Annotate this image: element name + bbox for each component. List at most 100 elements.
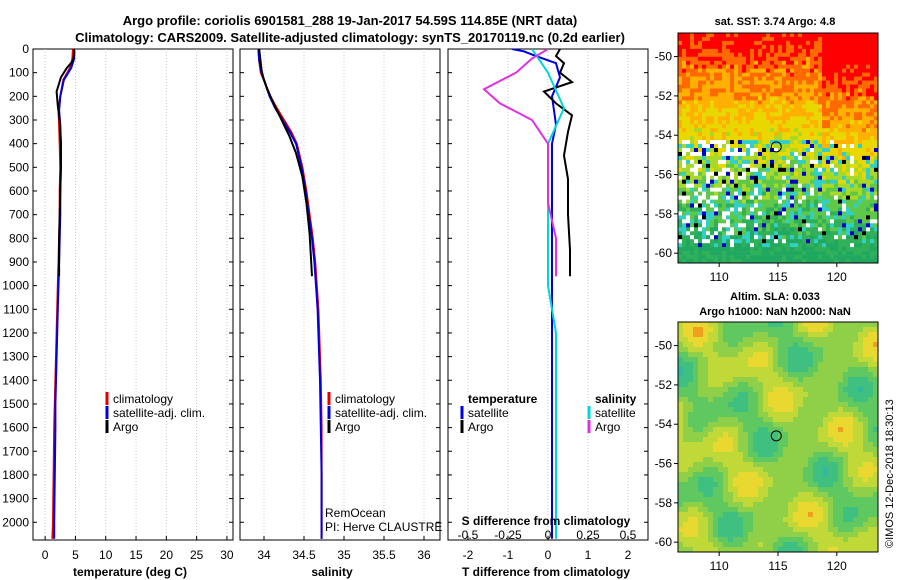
sst-cell — [830, 195, 835, 200]
sla-cell — [833, 362, 839, 368]
sst-cell — [814, 124, 819, 129]
sst-cell — [722, 60, 727, 66]
sst-cell — [778, 219, 783, 224]
sst-cell — [862, 195, 867, 200]
sst-cell — [786, 199, 791, 204]
sst-cell — [810, 148, 815, 153]
sst-cell — [682, 163, 687, 169]
sst-cell — [866, 48, 871, 54]
sst-cell — [730, 44, 735, 50]
sst-cell — [778, 120, 783, 125]
sst-cell — [726, 215, 731, 220]
sst-cell — [678, 243, 683, 248]
sst-cell — [694, 72, 699, 77]
sst-cell — [750, 112, 755, 117]
sst-cell — [770, 207, 775, 212]
sst-cell — [846, 84, 851, 89]
sla-cell — [753, 392, 759, 398]
sst-cell — [746, 179, 751, 184]
sla-cell — [718, 432, 724, 438]
sst-cell — [682, 40, 687, 46]
sst-cell — [686, 251, 691, 256]
sla-cell — [858, 522, 864, 528]
sst-cell — [810, 199, 815, 204]
sla-cell — [738, 432, 744, 438]
sst-cell — [830, 56, 835, 62]
sla-cell — [753, 457, 759, 463]
sst-cell — [750, 167, 755, 173]
sla-cell — [753, 472, 759, 478]
sst-cell — [842, 104, 847, 109]
sst-cell — [842, 76, 847, 81]
sst-cell — [702, 52, 707, 58]
sla-cell — [853, 407, 859, 413]
sst-cell — [690, 96, 695, 101]
sst-cell — [726, 152, 731, 157]
sst-cell — [730, 120, 735, 125]
sla-cell — [708, 427, 714, 433]
sla-cell — [843, 392, 849, 398]
sla-cell — [828, 347, 834, 353]
sla-cell — [858, 357, 864, 363]
sst-cell — [806, 120, 811, 125]
sst-cell — [826, 44, 831, 50]
sst-cell — [766, 183, 771, 188]
sla-cell — [768, 402, 774, 408]
sla-cell — [693, 512, 699, 518]
sst-cell — [810, 155, 815, 161]
sla-cell — [813, 482, 819, 488]
sst-cell — [686, 80, 691, 85]
sst-cell — [822, 195, 827, 200]
sst-cell — [762, 120, 767, 125]
sla-cell — [828, 452, 834, 458]
sla-cell — [873, 457, 879, 463]
sst-cell — [726, 219, 731, 224]
sla-cell — [788, 492, 794, 498]
sst-cell — [698, 195, 703, 200]
sst-cell — [814, 159, 819, 165]
sla-cell — [763, 392, 769, 398]
sla-cell — [838, 447, 844, 453]
sla-cell — [838, 322, 844, 328]
sla-cell — [758, 397, 764, 403]
sst-cell — [746, 132, 751, 137]
sst-cell — [782, 68, 787, 73]
sst-cell — [846, 251, 851, 256]
sst-cell — [850, 52, 855, 58]
sst-cell — [766, 235, 771, 240]
sst-cell — [778, 40, 783, 46]
sst-cell — [790, 64, 795, 69]
sla-cell — [808, 382, 814, 388]
sla-cell — [678, 472, 684, 478]
sla-cell — [738, 357, 744, 363]
sst-cell — [874, 56, 879, 62]
sla-cell — [833, 347, 839, 353]
sst-cell — [830, 231, 835, 236]
sla-cell — [868, 357, 874, 363]
sla-cell — [813, 422, 819, 428]
sst-cell — [722, 96, 727, 101]
sla-cell — [748, 402, 754, 408]
sla-cell — [818, 437, 824, 443]
sst-cell — [710, 155, 715, 161]
sla-cell — [758, 512, 764, 518]
depth-tick-label: 1600 — [2, 421, 29, 435]
sst-cell — [854, 56, 859, 62]
sla-cell — [823, 342, 829, 348]
sst-cell — [774, 64, 779, 69]
sst-cell — [798, 44, 803, 50]
sla-cell — [733, 472, 739, 478]
sst-cell — [858, 124, 863, 129]
sst-cell — [830, 247, 835, 252]
series-s-satellite — [531, 49, 566, 539]
sla-cell — [808, 532, 814, 538]
sla-cell — [848, 482, 854, 488]
sla-cell — [723, 537, 729, 543]
sla-cell — [723, 497, 729, 503]
sst-cell — [798, 72, 803, 77]
sst-cell — [790, 124, 795, 129]
sla-cell — [738, 482, 744, 488]
sst-cell — [746, 128, 751, 133]
sst-cell — [798, 171, 803, 177]
sla-cell — [838, 472, 844, 478]
